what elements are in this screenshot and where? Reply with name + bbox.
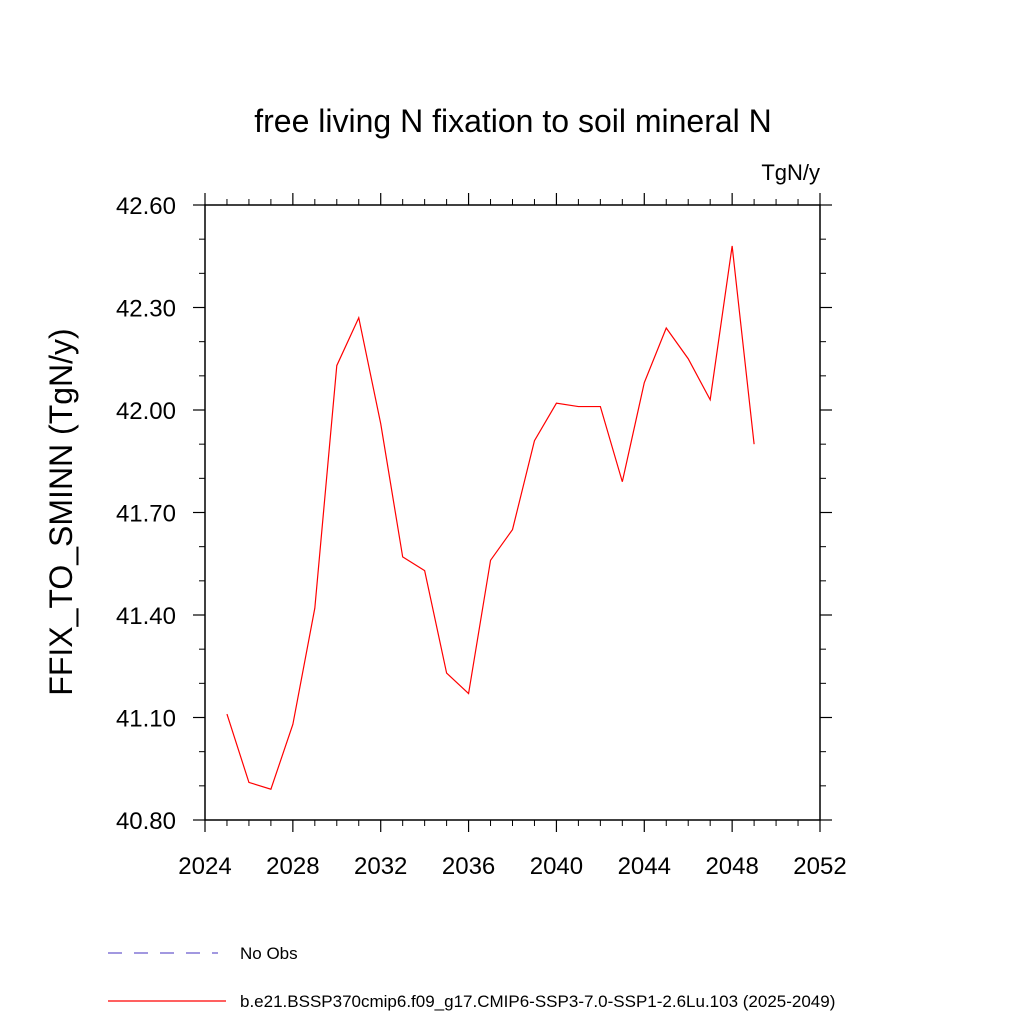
x-tick-label: 2052 <box>793 853 846 880</box>
x-tick-label: 2040 <box>530 853 583 880</box>
y-tick-label: 41.70 <box>116 501 176 528</box>
x-tick-label: 2044 <box>618 853 671 880</box>
y-axis-label: FFIX_TO_SMINN (TgN/y) <box>43 328 79 695</box>
plot-frame <box>204 204 821 821</box>
legend-label-0: No Obs <box>240 944 298 963</box>
chart-title: free living N fixation to soil mineral N <box>254 103 772 139</box>
x-tick-label: 2028 <box>266 853 319 880</box>
legend-label-1: b.e21.BSSP370cmip6.f09_g17.CMIP6-SSP3-7.… <box>240 992 835 1011</box>
series-line-0 <box>226 245 755 790</box>
series-layer <box>226 245 755 790</box>
y-tick-label: 42.30 <box>116 296 176 323</box>
y-tick-label: 41.40 <box>116 603 176 630</box>
y-tick-label: 42.00 <box>116 398 176 425</box>
x-tick-label: 2024 <box>178 853 231 880</box>
ticks-layer: 2024 2028 2032 2036 2040 2044 2048 2052 40.80 41.… <box>116 193 847 880</box>
y-tick-label: 42.60 <box>116 193 176 220</box>
y-tick-label: 40.80 <box>116 808 176 835</box>
x-tick-label: 2048 <box>705 853 758 880</box>
units-label: TgN/y <box>761 160 820 185</box>
legend: No Obs b.e21.BSSP370cmip6.f09_g17.CMIP6-S… <box>108 944 835 1011</box>
y-tick-label: 41.10 <box>116 706 176 733</box>
x-tick-label: 2032 <box>354 853 407 880</box>
x-tick-label: 2036 <box>442 853 495 880</box>
